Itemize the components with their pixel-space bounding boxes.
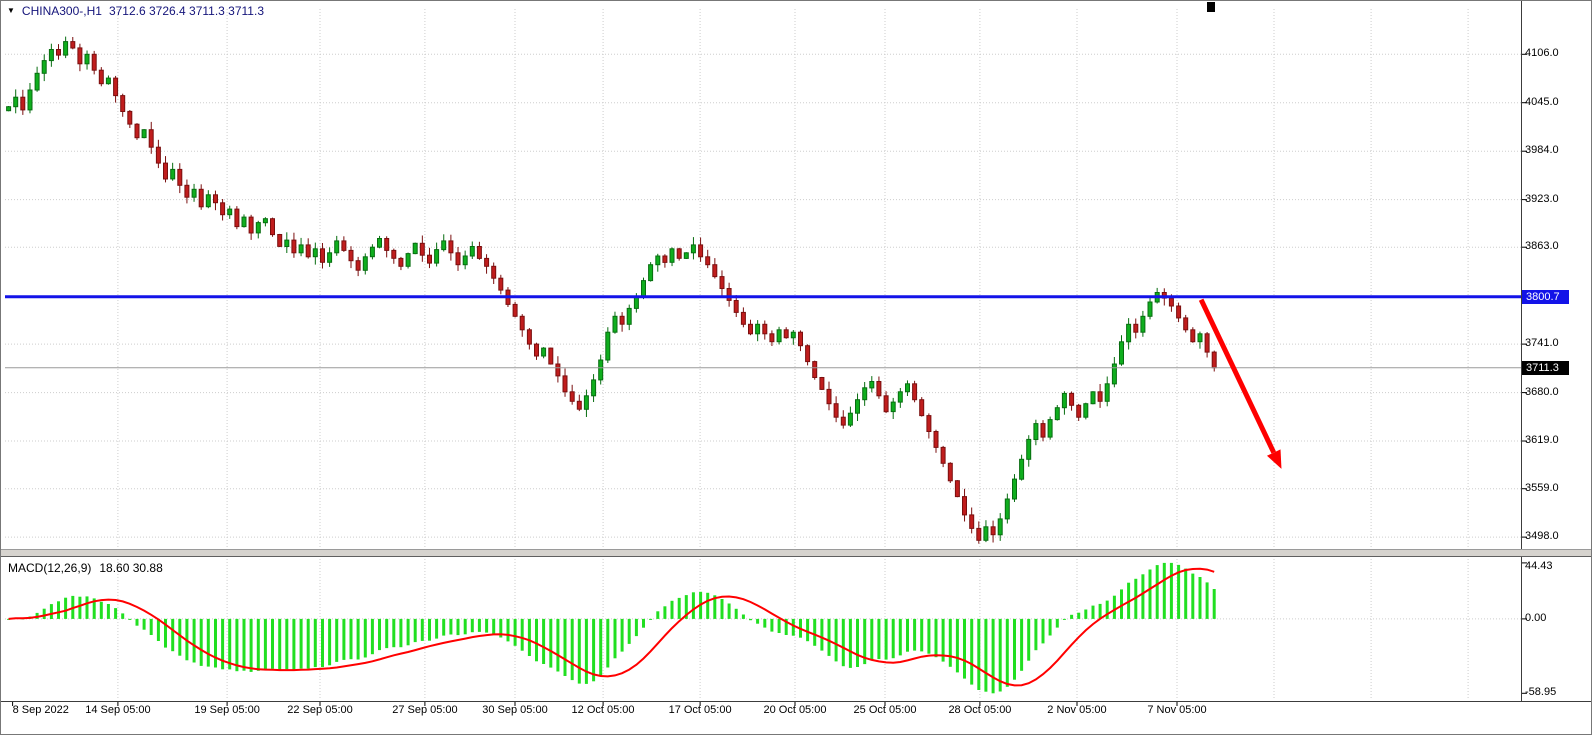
time-axis-label: 19 Sep 05:00 xyxy=(194,704,260,716)
time-axis-label: 8 Sep 2022 xyxy=(12,704,69,716)
price-axis-label: 3680.0 xyxy=(1525,385,1559,398)
price-axis-label: 3984.0 xyxy=(1525,144,1559,157)
symbol-menu-triangle-icon[interactable]: ▼ xyxy=(7,6,15,15)
price-axis-label: 3863.0 xyxy=(1525,240,1559,253)
time-axis-label: 30 Sep 05:00 xyxy=(482,704,548,716)
time-axis-label: 12 Oct 05:00 xyxy=(571,704,635,716)
time-axis-label: 14 Sep 05:00 xyxy=(85,704,151,716)
time-axis-label: 28 Oct 05:00 xyxy=(948,704,1012,716)
price-axis-label: 3559.0 xyxy=(1525,481,1559,494)
ohlc-values: 3712.6 3726.4 3711.3 3711.3 xyxy=(108,4,264,18)
price-axis-label: 3923.0 xyxy=(1525,192,1559,205)
time-axis-label: 2 Nov 05:00 xyxy=(1047,704,1107,716)
price-axis-label: 3619.0 xyxy=(1525,434,1559,447)
time-axis-label: 7 Nov 05:00 xyxy=(1147,704,1207,716)
macd-axis-label: -58.95 xyxy=(1525,686,1557,699)
macd-indicator-label: MACD(12,26,9) 18.60 30.88 xyxy=(8,561,163,575)
hline-price-badge: 3800.7 xyxy=(1522,289,1569,304)
price-axis-label: 3741.0 xyxy=(1525,337,1559,350)
price-axis-label: 3498.0 xyxy=(1525,530,1559,543)
macd-axis-label: 0.00 xyxy=(1525,611,1547,624)
time-axis-label: 22 Sep 05:00 xyxy=(287,704,353,716)
last-price-badge: 3711.3 xyxy=(1522,360,1569,375)
time-axis-separator xyxy=(1,701,1591,702)
price-axis-separator xyxy=(1521,1,1522,701)
symbol-title: CHINA300-,H1 xyxy=(21,4,102,18)
time-axis-label: 25 Oct 05:00 xyxy=(853,704,917,716)
price-axis-label: 4045.0 xyxy=(1525,95,1559,108)
macd-title: MACD(12,26,9) xyxy=(8,561,92,575)
chart-header: ▼ CHINA300-,H1 3712.6 3726.4 3711.3 3711… xyxy=(7,4,264,18)
macd-axis-label: 44.43 xyxy=(1525,560,1553,572)
time-axis-label: 17 Oct 05:00 xyxy=(668,704,732,716)
price-axis-label: 4106.0 xyxy=(1525,47,1559,60)
time-axis-label: 27 Sep 05:00 xyxy=(392,704,458,716)
time-axis-label: 20 Oct 05:00 xyxy=(763,704,827,716)
panel-splitter[interactable] xyxy=(1,549,1591,557)
macd-current-values: 18.60 30.88 xyxy=(99,561,163,575)
chart-shift-marker[interactable] xyxy=(1207,2,1215,12)
